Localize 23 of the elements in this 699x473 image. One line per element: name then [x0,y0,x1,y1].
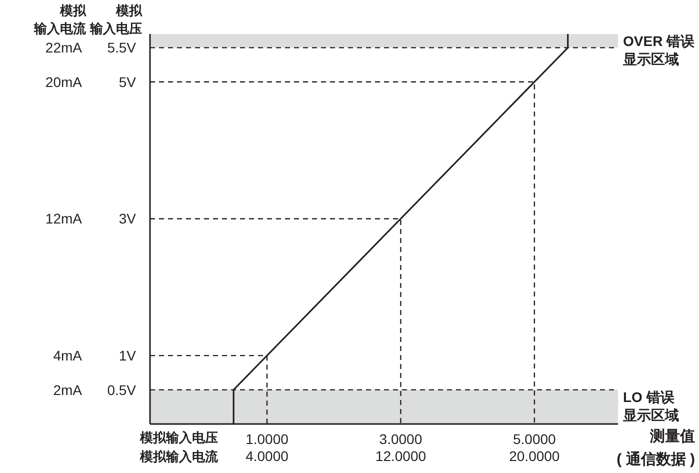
x2-tick-label: 4.0000 [246,448,289,464]
x-tick-label: 3.0000 [379,430,422,447]
y2-tick-label: 12mA [45,210,83,227]
y-axis-title: 模拟输入电压 [90,2,142,38]
y-tick-label: 5V [118,74,137,90]
text: 测量值( 通信数据 ) [616,428,695,468]
y2-axis-title: 模拟输入电流 [34,2,86,38]
y2-tick-label: 2mA [53,382,83,398]
y-tick-label: 3V [118,210,137,227]
band-label: OVER 错误显示区域 [622,33,696,67]
y2-tick-label: 22mA [45,40,83,56]
y-tick-label: 0.5V [107,382,137,398]
x2-axis-title: 模拟输入电流 [140,448,218,466]
y-tick-label: 5.5V [107,40,137,56]
x2-tick-label: 20.0000 [509,448,560,464]
y2-tick-label: 20mA [45,74,83,90]
y-tick-label: 1V [118,348,137,364]
x2-tick-label: 12.0000 [375,448,426,464]
x-tick-label: 1.0000 [246,430,289,447]
x-tick-label: 5.0000 [513,430,556,447]
band-label: LO 错误显示区域 [622,388,679,423]
y2-tick-label: 4mA [53,348,83,364]
x-axis-title: 模拟输入电压 [140,429,218,447]
